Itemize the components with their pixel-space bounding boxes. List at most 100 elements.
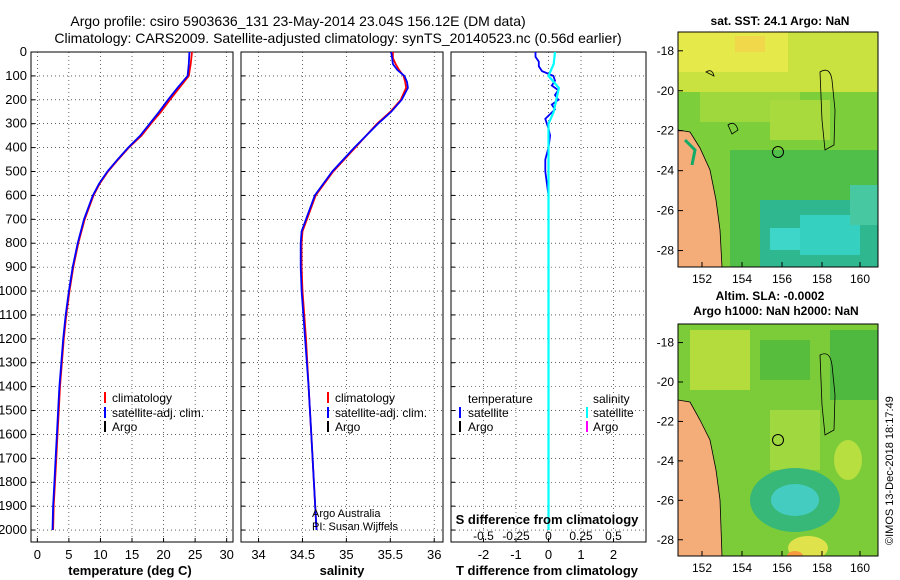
map-lat-tick-label: -18 — [657, 44, 675, 58]
x-top-tick-label: 0.5 — [605, 529, 622, 543]
y-tick-label: 1400 — [0, 379, 27, 394]
x-top-tick-label: -0.25 — [502, 529, 530, 543]
sla-map-ticks: -18 -20 -22 -24 -26 -28 152 154 156 158 160 — [657, 336, 871, 575]
y-tick-label: 900 — [5, 259, 27, 274]
salinity-grid — [241, 51, 443, 542]
y-tick-label: 1300 — [0, 355, 27, 370]
x-tick-label: 20 — [156, 547, 170, 562]
legend-climatology-label: climatology — [112, 391, 172, 405]
legend-argo-label: Argo — [335, 420, 361, 434]
map-lat-tick-label: -22 — [657, 124, 675, 138]
sst-map-field — [678, 32, 878, 267]
legend-temp-satellite-swatch — [459, 407, 461, 418]
sla-map-field — [678, 324, 878, 556]
y-tick-label: 1700 — [0, 450, 27, 465]
x-tick-label: 10 — [93, 547, 107, 562]
t-difference-tick-labels: -2 -1 0 1 2 — [478, 547, 617, 562]
sla-map-land — [678, 400, 722, 556]
legend-temp-argo-swatch — [459, 421, 461, 432]
y-tick-label: 2000 — [0, 522, 27, 537]
x-tick-label: 1 — [577, 547, 584, 562]
s-difference-tick-labels: -0.5 -0.25 0 0.25 0.5 — [473, 529, 622, 543]
legend-sal-satellite-swatch — [586, 407, 588, 418]
x-tick-label: 2 — [610, 547, 617, 562]
y-tick-label: 300 — [5, 116, 27, 131]
map-lat-tick-label: -18 — [657, 336, 675, 350]
y-tick-label: 500 — [5, 164, 27, 179]
legend-climatology-swatch — [327, 392, 329, 403]
legend-sal-argo-swatch — [586, 421, 588, 432]
x-top-tick-label: -0.5 — [473, 529, 494, 543]
series-line-satellite-adj-clim- — [299, 52, 409, 531]
salinity-xlabel: salinity — [320, 563, 366, 578]
map-lat-tick-label: -20 — [657, 375, 675, 389]
difference-panel: -2 -1 0 1 2 -0.5 -0.25 0 0.25 0.5 S difference f… — [450, 51, 647, 578]
legend-satellite-swatch — [327, 407, 329, 418]
legend-temp-argo-label: Argo — [468, 420, 494, 434]
salinity-tick-labels: 34 34.5 35 35.5 36 — [251, 547, 441, 562]
salinity-axes-frame — [240, 51, 444, 543]
x-tick-label: 36 — [427, 547, 441, 562]
map-lon-tick-label: 156 — [772, 272, 792, 286]
map-lat-tick-label: -24 — [657, 164, 675, 178]
sst-map-ticks: -18 -20 -22 -24 -26 -28 152 154 156 158 160 — [657, 44, 871, 286]
x-tick-label: -1 — [510, 547, 522, 562]
map-lat-tick-label: -28 — [657, 244, 675, 258]
y-tick-label: 100 — [5, 68, 27, 83]
difference-lines — [534, 52, 561, 530]
s-difference-xlabel: S difference from climatology — [456, 512, 640, 527]
map-lon-tick-label: 154 — [732, 272, 752, 286]
temperature-tick-labels: 0 5 10 15 20 25 30 — [34, 547, 234, 562]
legend-climatology-swatch — [104, 392, 106, 403]
sla-map-title-line1: Altim. SLA: -0.0002 — [716, 289, 825, 303]
map-lon-tick-label: 158 — [812, 272, 832, 286]
map-lat-tick-label: -24 — [657, 454, 675, 468]
y-tick-label: 800 — [5, 235, 27, 250]
x-tick-label: 25 — [188, 547, 202, 562]
map-lon-tick-label: 156 — [772, 561, 792, 575]
y-tick-label: 600 — [5, 187, 27, 202]
legend-argo-label: Argo — [112, 420, 138, 434]
credit-line1: Argo Australia — [312, 508, 381, 520]
map-lon-tick-label: 154 — [732, 561, 752, 575]
salinity-lines — [299, 52, 409, 531]
imos-watermark: ©IMOS 13-Dec-2018 18:17:49 — [884, 396, 896, 545]
credit-line2: PI: Susan Wijffels — [312, 521, 398, 533]
x-tick-label: 35.5 — [378, 547, 403, 562]
y-tick-label: 1500 — [0, 403, 27, 418]
difference-legend: temperature satellite Argo salinity sate… — [459, 392, 634, 434]
argo-position-marker — [772, 434, 784, 446]
x-tick-label: 34 — [251, 547, 265, 562]
y-tick-label: 700 — [5, 211, 27, 226]
map-lat-tick-label: -26 — [657, 204, 675, 218]
legend-argo-swatch — [104, 421, 106, 432]
y-tick-label: 1100 — [0, 307, 27, 322]
x-tick-label: 30 — [219, 547, 233, 562]
legend-climatology-label: climatology — [335, 391, 395, 405]
y-tick-label: 1200 — [0, 331, 27, 346]
legend-sal-satellite-label: satellite — [593, 406, 634, 420]
map-lon-tick-label: 160 — [850, 561, 870, 575]
figure-title-line1: Argo profile: csiro 5903636_131 23-May-2… — [70, 13, 525, 29]
legend-satellite-swatch — [104, 407, 106, 418]
x-tick-label: 34.5 — [290, 547, 315, 562]
map-lat-tick-label: -26 — [657, 493, 675, 507]
legend-satellite-label: satellite-adj. clim. — [112, 406, 204, 420]
temperature-lines — [51, 52, 193, 531]
salinity-legend: climatology satellite-adj. clim. Argo — [327, 391, 427, 434]
map-lat-tick-label: -20 — [657, 84, 675, 98]
legend-temperature-heading: temperature — [468, 392, 533, 406]
y-tick-label: 1000 — [0, 283, 27, 298]
legend-salinity-heading: salinity — [593, 392, 630, 406]
y-tick-label: 0 — [20, 44, 27, 59]
y-tick-label: 1800 — [0, 474, 27, 489]
sla-map-panel: Altim. SLA: -0.0002 Argo h1000: NaN h200… — [657, 289, 879, 575]
sst-map-land — [678, 130, 722, 267]
sla-map-title-line2: Argo h1000: NaN h2000: NaN — [693, 304, 858, 318]
x-tick-label: -2 — [478, 547, 490, 562]
x-tick-label: 0 — [545, 547, 552, 562]
x-top-tick-label: 0.25 — [569, 529, 593, 543]
x-tick-label: 35 — [339, 547, 353, 562]
argo-position-marker — [772, 146, 784, 158]
legend-sal-argo-label: Argo — [593, 420, 619, 434]
